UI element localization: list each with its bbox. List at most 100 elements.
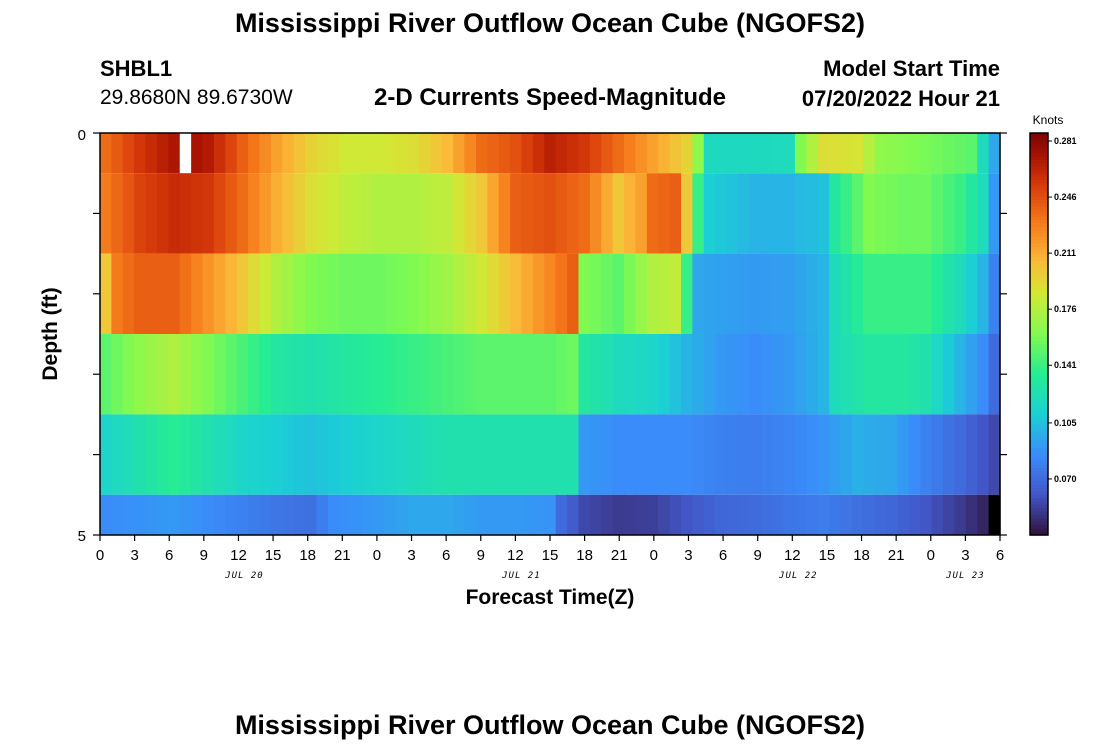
heatmap-cell	[965, 133, 978, 174]
heatmap-cell	[316, 133, 329, 174]
heatmap-cell	[863, 133, 876, 174]
heatmap-cell	[931, 334, 944, 415]
colorbar-swatch	[1030, 457, 1048, 462]
x-tick-label: 0	[96, 547, 104, 564]
heatmap-cell	[145, 253, 158, 334]
heatmap-cell	[737, 173, 750, 254]
colorbar-swatch	[1030, 367, 1048, 372]
heatmap-cell	[339, 173, 352, 254]
heatmap-cell	[532, 133, 545, 174]
heatmap-cell	[715, 494, 728, 535]
colorbar-swatch	[1030, 220, 1048, 225]
heatmap-cell	[339, 253, 352, 334]
heatmap-cell	[134, 133, 147, 174]
colorbar-swatch	[1030, 320, 1048, 325]
heatmap-cell	[954, 334, 967, 415]
heatmap-cell	[373, 173, 386, 254]
heatmap-cell	[965, 414, 978, 495]
heatmap-cell	[384, 173, 397, 254]
heatmap-cell	[453, 414, 466, 495]
heatmap-cell	[897, 334, 910, 415]
heatmap-cell	[567, 253, 580, 334]
heatmap-cell	[624, 414, 637, 495]
x-tick-label: 9	[477, 547, 485, 564]
heatmap-cell	[840, 133, 853, 174]
heatmap-cell	[794, 173, 807, 254]
colorbar-swatch	[1030, 297, 1048, 302]
colorbar-swatch	[1030, 508, 1048, 513]
colorbar-swatch	[1030, 236, 1048, 241]
heatmap-cell	[931, 133, 944, 174]
heatmap-cell	[840, 173, 853, 254]
heatmap-cell	[202, 414, 215, 495]
heatmap-cell	[692, 494, 705, 535]
colorbar-tick-label: 0.176	[1054, 304, 1077, 314]
heatmap-cell	[681, 414, 693, 495]
heatmap-cell	[544, 414, 557, 495]
heatmap-cell	[601, 414, 614, 495]
heatmap-cell	[282, 173, 295, 254]
colorbar-swatch	[1030, 330, 1048, 335]
heatmap-cell	[145, 173, 158, 254]
heatmap-cell	[111, 173, 124, 254]
colorbar-swatch	[1030, 173, 1048, 178]
heatmap-cell	[293, 173, 306, 254]
heatmap-cell	[760, 334, 773, 415]
heatmap-cell	[658, 133, 671, 174]
colorbar-swatch	[1030, 471, 1048, 476]
x-axis-ticks: 0 3 6 9 12 15 18 21 0 3 6 9 12 15 18 21 0 3 6 9 12 15 18 21 0 3 6 J…	[96, 535, 1004, 581]
heatmap-cell	[829, 334, 842, 415]
heatmap-cell	[179, 253, 192, 334]
heatmap-cell	[578, 494, 591, 535]
heatmap-cell	[555, 494, 568, 535]
colorbar-swatch	[1030, 528, 1048, 533]
heatmap-cell	[362, 334, 375, 415]
heatmap-cell	[715, 253, 728, 334]
heatmap-cell	[624, 173, 637, 254]
heatmap-cell	[817, 414, 830, 495]
heatmap-cell	[624, 133, 637, 174]
heatmap-cell	[418, 173, 431, 254]
x-tick-label: 6	[996, 547, 1004, 564]
heatmap-cell	[316, 173, 329, 254]
heatmap-cell	[965, 494, 978, 535]
heatmap-cell	[829, 133, 842, 174]
heatmap-cell	[441, 173, 454, 254]
heatmap-cell	[156, 334, 169, 415]
x-tick-label: 12	[507, 547, 524, 564]
heatmap-cell	[874, 173, 887, 254]
heatmap-cell	[145, 334, 158, 415]
heatmap-cell	[316, 253, 329, 334]
heatmap-cell	[259, 173, 272, 254]
colorbar-tick-label: 0.246	[1054, 192, 1077, 202]
heatmap-cell	[191, 334, 204, 415]
heatmap-cell	[396, 414, 409, 495]
heatmap-cell	[225, 494, 238, 535]
heatmap-cell	[350, 334, 363, 415]
x-tick-label: 21	[888, 547, 905, 564]
heatmap-cell	[111, 133, 124, 174]
heatmap-cell	[772, 414, 785, 495]
colorbar-swatch	[1030, 441, 1048, 446]
colorbar-swatch	[1030, 394, 1048, 399]
x-tick-label: 15	[542, 547, 559, 564]
heatmap-cell	[213, 253, 226, 334]
colorbar-swatch	[1030, 303, 1048, 308]
heatmap-cell	[475, 414, 488, 495]
heatmap-cell	[191, 253, 204, 334]
heatmap-cell	[521, 133, 534, 174]
colorbar-swatch	[1030, 414, 1048, 419]
colorbar-swatch	[1030, 417, 1048, 422]
y-tick-label-bottom: 5	[78, 528, 86, 545]
heatmap-cell	[646, 414, 659, 495]
x-tick-label: 3	[961, 547, 969, 564]
colorbar-swatch	[1030, 411, 1048, 415]
heatmap-cell	[191, 173, 204, 254]
colorbar-swatch	[1030, 488, 1048, 493]
heatmap-cell	[384, 494, 397, 535]
heatmap-cell	[293, 414, 306, 495]
heatmap-cell	[362, 173, 375, 254]
heatmap-cell	[521, 494, 534, 535]
heatmap-cell	[418, 494, 431, 535]
colorbar-swatch	[1030, 156, 1048, 161]
